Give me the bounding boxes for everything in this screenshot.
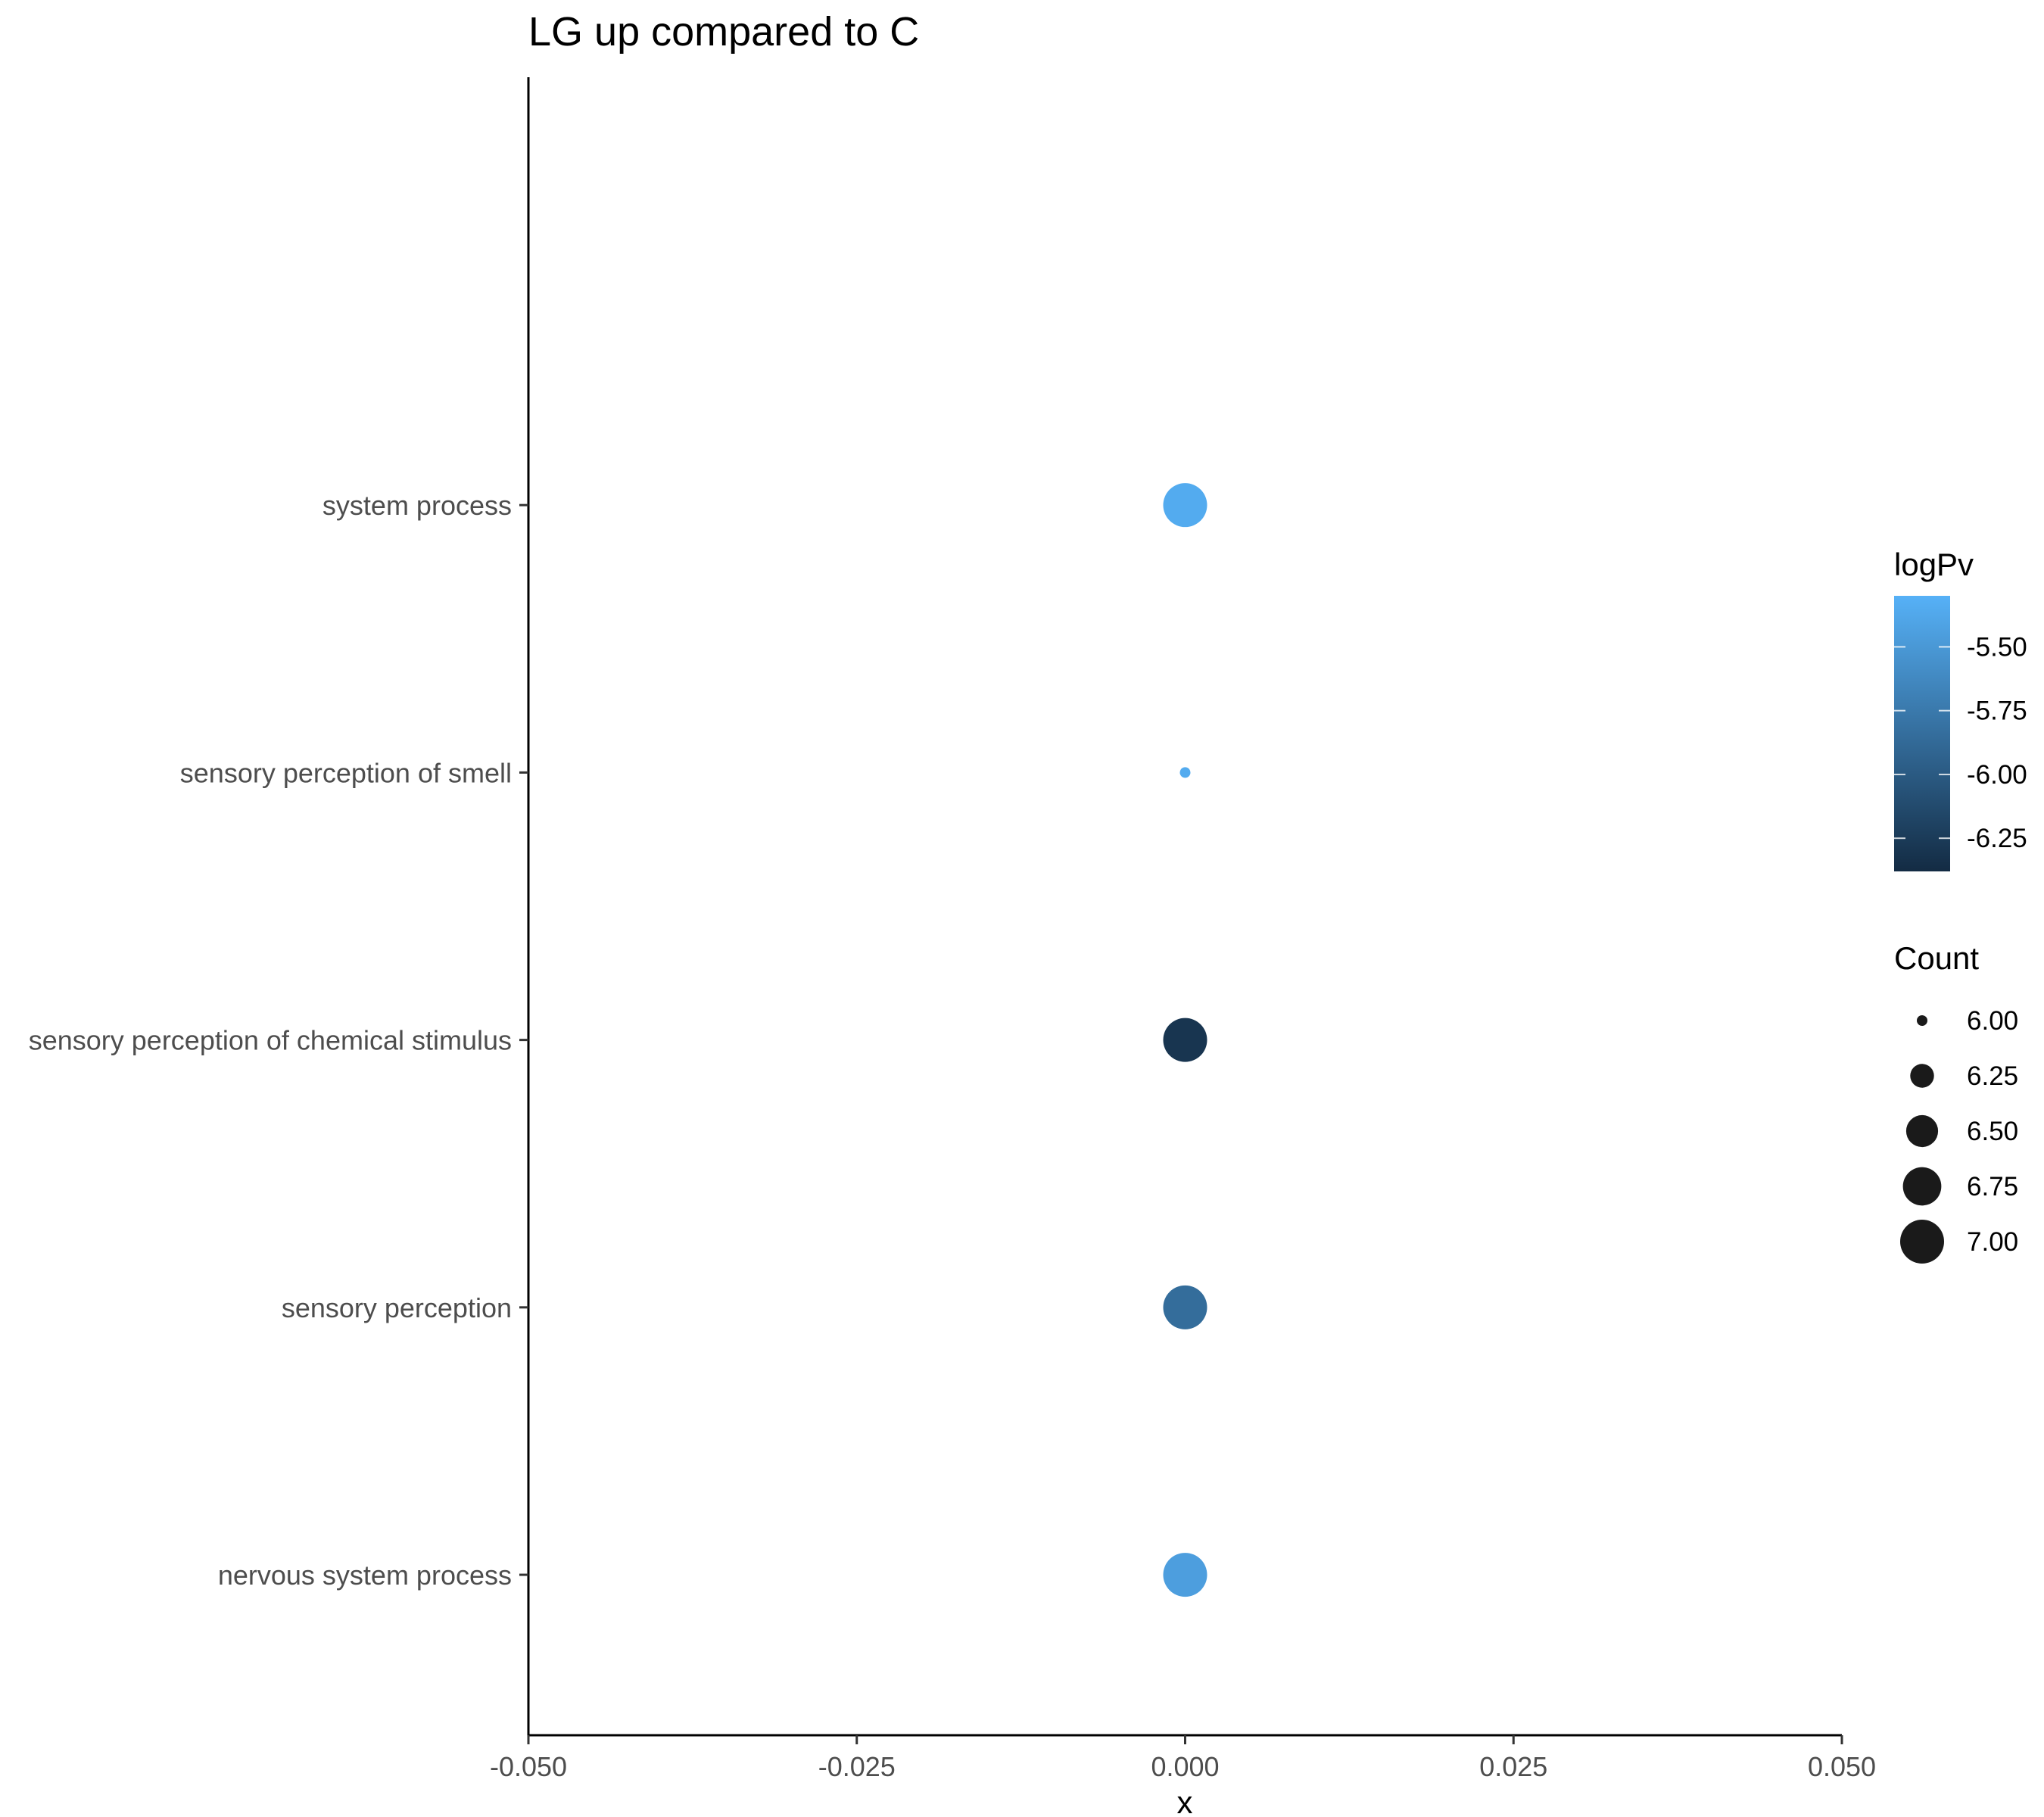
color-legend: logPv -5.50 -5.75 -6.00 -6.25	[1894, 547, 2027, 871]
data-point	[1163, 483, 1207, 528]
data-point	[1163, 1285, 1207, 1329]
color-legend-title: logPv	[1894, 547, 1974, 582]
y-tick-label: sensory perception of smell	[180, 757, 512, 788]
y-tick-label: sensory perception	[282, 1292, 512, 1323]
color-legend-gradient-bar	[1894, 596, 1950, 871]
x-tick-label: 0.000	[1151, 1751, 1219, 1782]
color-legend-label: -6.00	[1967, 760, 2027, 790]
y-tick-label: sensory perception of chemical stimulus	[29, 1025, 512, 1056]
color-legend-ticks: -5.50 -5.75 -6.00 -6.25	[1894, 632, 2027, 853]
x-ticks: -0.050 -0.025 0.000 0.025 0.050	[490, 1735, 1876, 1782]
points	[1163, 483, 1207, 1597]
size-legend-title: Count	[1894, 940, 1979, 976]
data-point	[1163, 1553, 1207, 1597]
size-legend-key	[1902, 1167, 1942, 1206]
plot-area: nervous system process sensory perception…	[29, 77, 1876, 1782]
size-legend-label: 6.75	[1967, 1172, 2018, 1201]
size-legend-label: 6.00	[1967, 1006, 2018, 1036]
size-legend: Count 6.00 6.25 6.50 6.75 7.00	[1894, 940, 2018, 1264]
size-legend-label: 7.00	[1967, 1227, 2018, 1257]
y-tick-label: nervous system process	[218, 1560, 512, 1591]
x-tick-label: 0.050	[1808, 1751, 1876, 1782]
color-legend-label: -5.75	[1967, 697, 2027, 726]
size-legend-label: 6.25	[1967, 1061, 2018, 1091]
data-point	[1163, 1018, 1207, 1062]
y-ticks: nervous system process sensory perception…	[29, 490, 528, 1591]
x-axis-title: x	[1177, 1784, 1193, 1817]
size-legend-keys: 6.00 6.25 6.50 6.75 7.00	[1900, 1006, 2018, 1264]
x-tick-label: -0.050	[490, 1751, 567, 1782]
size-legend-key	[1917, 1015, 1927, 1026]
color-legend-label: -5.50	[1967, 632, 2027, 662]
y-tick-label: system process	[322, 490, 512, 521]
size-legend-key	[1900, 1220, 1944, 1264]
x-tick-label: -0.025	[818, 1751, 896, 1782]
data-point	[1179, 767, 1191, 778]
size-legend-key	[1910, 1064, 1934, 1088]
chart-title: LG up compared to C	[528, 9, 919, 55]
size-legend-label: 6.50	[1967, 1117, 2018, 1146]
size-legend-key	[1905, 1114, 1939, 1148]
x-tick-label: 0.025	[1479, 1751, 1547, 1782]
color-legend-label: -6.25	[1967, 824, 2027, 853]
